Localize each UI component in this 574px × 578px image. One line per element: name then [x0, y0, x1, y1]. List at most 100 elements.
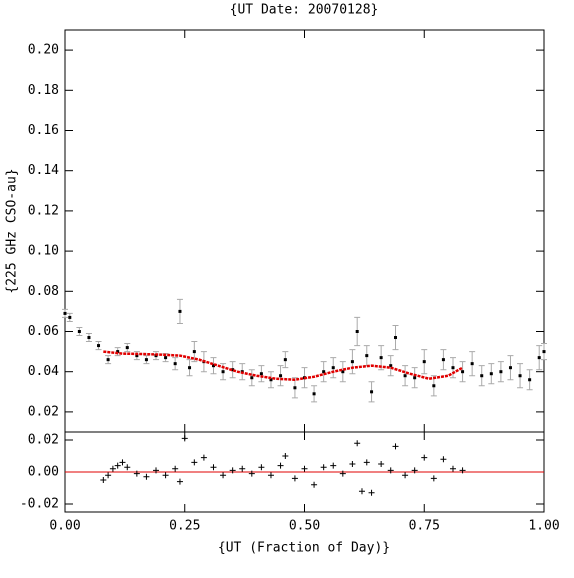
residual-point — [258, 464, 265, 471]
residual-point — [363, 459, 370, 466]
data-point — [173, 362, 177, 366]
data-point — [116, 350, 120, 354]
data-point — [312, 392, 316, 396]
data-point — [279, 374, 283, 378]
y-tick-label: 0.04 — [28, 364, 59, 379]
data-point — [135, 354, 139, 358]
residual-point — [200, 454, 207, 461]
residual-point — [430, 475, 437, 482]
residual-point — [339, 470, 346, 477]
data-point — [355, 330, 359, 333]
x-tick-label: 0.75 — [409, 519, 440, 534]
data-point — [322, 370, 326, 374]
data-point — [537, 356, 541, 360]
data-point — [480, 374, 484, 378]
residual-point — [392, 443, 399, 450]
residual-point — [282, 453, 289, 459]
data-point — [211, 364, 215, 368]
data-point — [379, 356, 383, 360]
x-axis-label: {UT (Fraction of Day)} — [218, 541, 390, 556]
data-point — [470, 362, 474, 366]
residual-point — [411, 467, 418, 474]
residual-point — [459, 467, 466, 474]
data-point — [394, 336, 398, 340]
y-tick-label: 0.20 — [28, 43, 59, 58]
data-point — [365, 354, 369, 358]
y-tick-label: 0.00 — [28, 465, 59, 480]
data-point — [68, 315, 72, 319]
residual-point — [440, 456, 447, 463]
residual-point — [133, 470, 140, 477]
data-point — [403, 374, 407, 378]
residual-point — [277, 462, 284, 469]
y-tick-label: 0.12 — [28, 203, 59, 218]
residual-point — [291, 475, 298, 482]
y-tick-label: 0.02 — [28, 404, 59, 419]
data-point — [269, 378, 273, 382]
residual-point — [354, 440, 361, 447]
residual-point — [210, 464, 217, 471]
residual-point — [378, 461, 385, 467]
data-point — [250, 376, 254, 380]
data-point — [106, 358, 110, 362]
y-tick-label: 0.06 — [28, 324, 59, 339]
data-point — [518, 374, 522, 378]
fit-line — [103, 350, 464, 381]
residual-point — [449, 465, 456, 472]
chart-title: {UT Date: 20070128} — [230, 3, 379, 18]
data-point — [461, 370, 465, 374]
residual-point — [248, 470, 255, 477]
data-point — [125, 346, 129, 350]
residual-point — [181, 435, 188, 442]
residual-point — [387, 467, 394, 474]
residual-point — [402, 472, 409, 479]
y-axis-label: {225 GHz CSO-au} — [5, 168, 20, 293]
y-tick-label: 0.10 — [28, 244, 59, 259]
x-tick-label: 0.25 — [169, 519, 200, 534]
x-tick-label: 1.00 — [528, 519, 559, 534]
y-tick-label: 0.08 — [28, 284, 59, 299]
residual-point — [229, 467, 236, 474]
residual-point — [124, 464, 131, 471]
data-point — [231, 368, 235, 372]
residual-point — [220, 472, 227, 479]
residual-point — [421, 454, 428, 461]
data-point — [528, 378, 532, 382]
y-tick-label: 0.18 — [28, 83, 59, 98]
data-point — [192, 350, 196, 354]
data-point — [389, 364, 393, 368]
residual-point — [330, 462, 337, 469]
data-point — [350, 360, 354, 364]
residual-point — [191, 459, 198, 466]
data-point — [370, 390, 374, 394]
residual-point — [358, 488, 365, 495]
residual-point — [114, 462, 121, 469]
data-point — [221, 370, 225, 374]
residual-point — [109, 465, 116, 472]
x-tick-label: 0.00 — [49, 519, 80, 534]
data-point — [451, 366, 455, 370]
data-point — [87, 336, 91, 340]
data-point — [341, 370, 345, 374]
x-tick-label: 0.50 — [289, 519, 320, 534]
data-point — [413, 376, 417, 380]
data-point — [164, 356, 168, 360]
residual-point — [320, 464, 327, 471]
data-point — [508, 366, 512, 370]
y-tick-label: 0.02 — [28, 433, 59, 448]
residual-point — [368, 489, 375, 496]
data-point — [259, 372, 263, 376]
residual-point — [301, 465, 308, 472]
residual-point — [239, 465, 246, 472]
residual-point — [172, 465, 179, 472]
residual-point — [100, 477, 107, 483]
data-point — [499, 370, 503, 374]
data-point — [432, 384, 436, 388]
data-point — [283, 358, 287, 362]
y-tick-label: -0.02 — [20, 497, 59, 512]
data-point — [542, 350, 546, 354]
data-point — [422, 360, 426, 364]
residual-point — [162, 472, 169, 479]
residual-point — [143, 473, 150, 480]
